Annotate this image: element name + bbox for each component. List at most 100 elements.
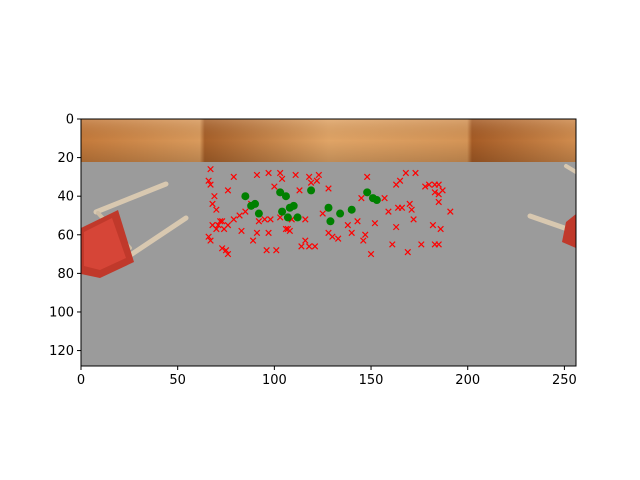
right-chair (527, 164, 576, 248)
red-x-marker (271, 183, 278, 190)
red-x-marker (205, 177, 212, 184)
red-x-marker (371, 219, 379, 227)
red-x-marker (249, 237, 257, 244)
x-tick-label: 250 (552, 373, 577, 388)
red-x-marker (348, 229, 355, 237)
green-circle-marker (363, 188, 372, 197)
green-circle-marker (307, 186, 316, 195)
x-tick-label: 200 (455, 373, 480, 388)
red-x-marker (273, 246, 280, 254)
red-x-marker (265, 229, 272, 237)
green-circle-marker (276, 188, 285, 197)
x-tick-label: 0 (77, 373, 85, 388)
red-x-marker (224, 221, 232, 229)
red-x-marker (263, 246, 270, 254)
green-circle-marker (347, 205, 356, 214)
red-x-marker (276, 169, 284, 177)
red-x-marker (278, 175, 286, 183)
red-x-marker (242, 208, 249, 215)
wooden-floor-shading (81, 119, 576, 162)
red-x-marker (412, 169, 419, 177)
red-x-marker (207, 181, 214, 188)
red-x-marker (207, 237, 214, 244)
red-x-marker (255, 218, 263, 225)
red-x-marker (261, 216, 268, 223)
red-x-marker (389, 241, 396, 248)
red-x-marker (367, 250, 375, 258)
x-tick-label: 50 (169, 373, 186, 388)
red-x-marker (435, 181, 442, 188)
red-x-marker (313, 177, 321, 184)
red-x-marker (207, 165, 214, 173)
red-x-marker (298, 243, 305, 250)
red-x-marker (344, 221, 352, 229)
y-tick-label: 40 (57, 190, 74, 205)
red-x-marker (404, 248, 412, 256)
green-circle-marker (372, 196, 381, 205)
red-x-marker (305, 173, 313, 181)
x-axis: 0 50 100 150 200 250 (77, 366, 577, 388)
green-circle-marker (283, 213, 292, 222)
red-x-marker (363, 173, 371, 181)
red-x-marker (418, 241, 425, 248)
red-x-marker (211, 192, 218, 200)
red-x-marker (213, 225, 220, 233)
red-x-marker (216, 218, 224, 225)
red-x-marker (385, 208, 392, 215)
red-x-marker (267, 216, 274, 223)
red-x-marker (209, 200, 216, 208)
red-x-marker (224, 250, 232, 258)
red-x-marker (296, 187, 303, 194)
red-x-marker (218, 245, 226, 252)
red-x-marker (230, 173, 237, 181)
plot-frame (80, 118, 577, 367)
red-x-marker (205, 233, 212, 240)
green-circle-marker (293, 213, 302, 222)
red-x-marker (311, 243, 319, 250)
red-x-marker (319, 210, 326, 217)
green-circle-marker (278, 207, 287, 216)
red-x-marker (431, 189, 439, 196)
green-circle-marker (241, 192, 250, 201)
red-x-marker (253, 171, 261, 179)
background-image (81, 119, 576, 366)
left-chair (81, 181, 189, 278)
y-tick-label: 120 (49, 344, 74, 359)
red-x-marker (402, 169, 410, 177)
y-tick-label: 100 (49, 305, 74, 320)
y-tick-label: 20 (57, 151, 74, 166)
green-circle-marker (324, 203, 333, 212)
green-circle-marker (326, 217, 335, 226)
red-x-marker (224, 187, 232, 194)
x-tick-label: 150 (359, 373, 384, 388)
red-x-marker (230, 216, 237, 223)
green-circle-marker (254, 209, 263, 218)
red-x-marker (253, 229, 261, 237)
red-x-marker (305, 243, 313, 250)
scatter-markers (205, 165, 454, 258)
red-x-marker (408, 206, 415, 213)
red-x-marker (302, 216, 309, 223)
y-axis: 0 20 40 60 80 100 120 (49, 113, 81, 359)
red-x-marker (286, 227, 294, 235)
x-tick-label: 100 (262, 373, 287, 388)
red-x-marker (435, 241, 442, 248)
red-x-marker (302, 237, 309, 244)
red-x-marker (307, 179, 315, 186)
red-x-marker (429, 221, 437, 229)
red-x-marker (325, 185, 332, 192)
y-tick-label: 80 (57, 267, 74, 282)
red-x-marker (238, 227, 245, 235)
red-x-marker (362, 231, 369, 239)
red-x-marker (236, 212, 243, 219)
red-x-marker (421, 183, 429, 190)
red-x-marker (265, 169, 272, 177)
red-x-marker (334, 235, 342, 242)
red-x-marker (354, 218, 361, 225)
y-tick-label: 0 (66, 113, 74, 128)
y-tick-label: 60 (57, 228, 74, 243)
red-x-marker (329, 233, 336, 240)
red-x-marker (282, 225, 290, 233)
red-x-marker (360, 237, 367, 244)
